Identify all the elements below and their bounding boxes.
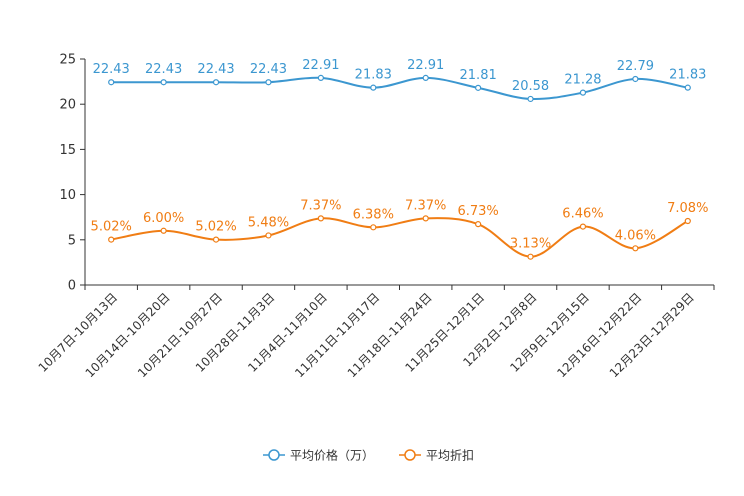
data-label: 20.58 [512, 79, 549, 94]
data-point[interactable] [265, 79, 272, 86]
data-label: 22.91 [407, 58, 444, 73]
y-tick-label: 15 [59, 143, 76, 158]
y-tick-label: 0 [68, 279, 76, 294]
data-point[interactable] [160, 227, 167, 234]
data-label: 4.06% [615, 228, 656, 243]
data-label: 3.13% [510, 237, 551, 252]
data-point[interactable] [422, 215, 429, 222]
data-label: 22.79 [617, 59, 654, 74]
data-point[interactable] [632, 75, 639, 83]
legend-marker-icon [404, 449, 416, 461]
data-label: 21.28 [564, 73, 601, 88]
data-point[interactable] [527, 253, 534, 260]
data-point[interactable] [684, 217, 691, 225]
data-point[interactable] [370, 224, 377, 231]
data-label: 5.02% [91, 220, 132, 235]
y-tick-label: 25 [59, 53, 76, 68]
data-point[interactable] [579, 89, 587, 96]
data-point[interactable] [632, 245, 639, 252]
legend-label: 平均价格（万） [290, 448, 374, 463]
data-point[interactable] [108, 236, 115, 243]
data-point[interactable] [422, 74, 429, 81]
data-label: 6.00% [143, 211, 184, 226]
data-point[interactable] [317, 215, 324, 222]
data-label: 22.43 [145, 62, 182, 77]
series-layer: 22.43 22.43 22.43 22.43 22.91 21.83 22.91 21.81… [91, 58, 708, 260]
data-point[interactable] [160, 79, 167, 86]
data-point[interactable] [317, 74, 324, 81]
data-label: 6.38% [353, 207, 394, 222]
data-point[interactable] [370, 84, 377, 91]
data-label: 7.08% [667, 201, 708, 216]
series-avg-discount: 5.02% 6.00% 5.02% 5.48% 7.37% 6.38% 7.37% 6.73%… [91, 198, 708, 260]
data-point[interactable] [108, 79, 115, 86]
series-line [111, 76, 688, 101]
y-tick-label: 10 [59, 188, 76, 203]
data-point[interactable] [684, 84, 691, 91]
data-label: 7.37% [300, 198, 341, 213]
legend[interactable]: 平均价格（万） 平均折扣 [263, 448, 474, 463]
data-label: 7.37% [405, 198, 446, 213]
data-label: 6.73% [457, 204, 498, 219]
series-avg-price: 22.43 22.43 22.43 22.43 22.91 21.83 22.91 21.81… [93, 58, 706, 103]
data-point[interactable] [265, 232, 272, 239]
legend-label: 平均折扣 [426, 448, 474, 463]
data-label: 5.48% [248, 215, 289, 230]
data-label: 21.83 [669, 68, 706, 83]
data-label: 22.43 [250, 62, 287, 77]
data-point[interactable] [579, 223, 587, 230]
data-point[interactable] [475, 221, 482, 228]
data-point[interactable] [212, 236, 220, 243]
data-label: 21.83 [355, 68, 392, 83]
legend-item-avg-price[interactable]: 平均价格（万） [263, 448, 374, 463]
y-tick-label: 5 [68, 233, 76, 248]
data-label: 22.43 [93, 62, 130, 77]
data-label: 22.43 [197, 62, 234, 77]
data-label: 21.81 [460, 68, 497, 83]
data-label: 22.91 [302, 58, 339, 73]
data-label: 6.46% [562, 207, 603, 222]
data-label: 5.02% [195, 220, 236, 235]
legend-marker-icon [268, 449, 280, 461]
data-point[interactable] [212, 79, 220, 86]
legend-item-avg-discount[interactable]: 平均折扣 [399, 448, 474, 463]
data-point[interactable] [475, 84, 482, 91]
data-point[interactable] [527, 95, 534, 103]
y-tick-label: 20 [59, 98, 76, 113]
